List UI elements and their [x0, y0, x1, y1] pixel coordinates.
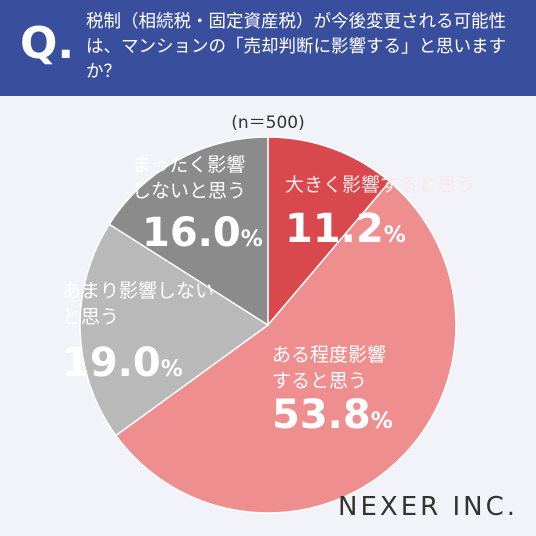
- pie-slice: [108, 136, 269, 327]
- value-label: 19.0%: [62, 340, 183, 386]
- slice-label: まったく影響しないと思う: [132, 154, 247, 202]
- slice-label: 大きく影響すると思う: [285, 174, 476, 196]
- chart-subtitle: (n＝500): [231, 113, 305, 133]
- value-label: 16.0%: [142, 210, 263, 256]
- value-label: 53.8%: [272, 392, 393, 438]
- pie-slice: [79, 223, 270, 437]
- chart-title: 税制（相続税・固定資産税）が今後変更される可能性は、マンションの「売却判断に影響…: [86, 12, 506, 82]
- header: Q. 税制（相続税・固定資産税）が今後変更される可能性は、マンションの「売却判断…: [0, 0, 536, 96]
- pie-slice: [267, 136, 391, 328]
- slice-label: あまり影響しないと思う: [62, 280, 215, 328]
- question-mark: Q.: [20, 18, 75, 69]
- brand: NEXER INC.: [338, 492, 518, 522]
- pie-slice: [114, 180, 457, 514]
- slice-label: ある程度影響すると思う: [272, 344, 387, 392]
- value-label: 11.2%: [285, 206, 406, 252]
